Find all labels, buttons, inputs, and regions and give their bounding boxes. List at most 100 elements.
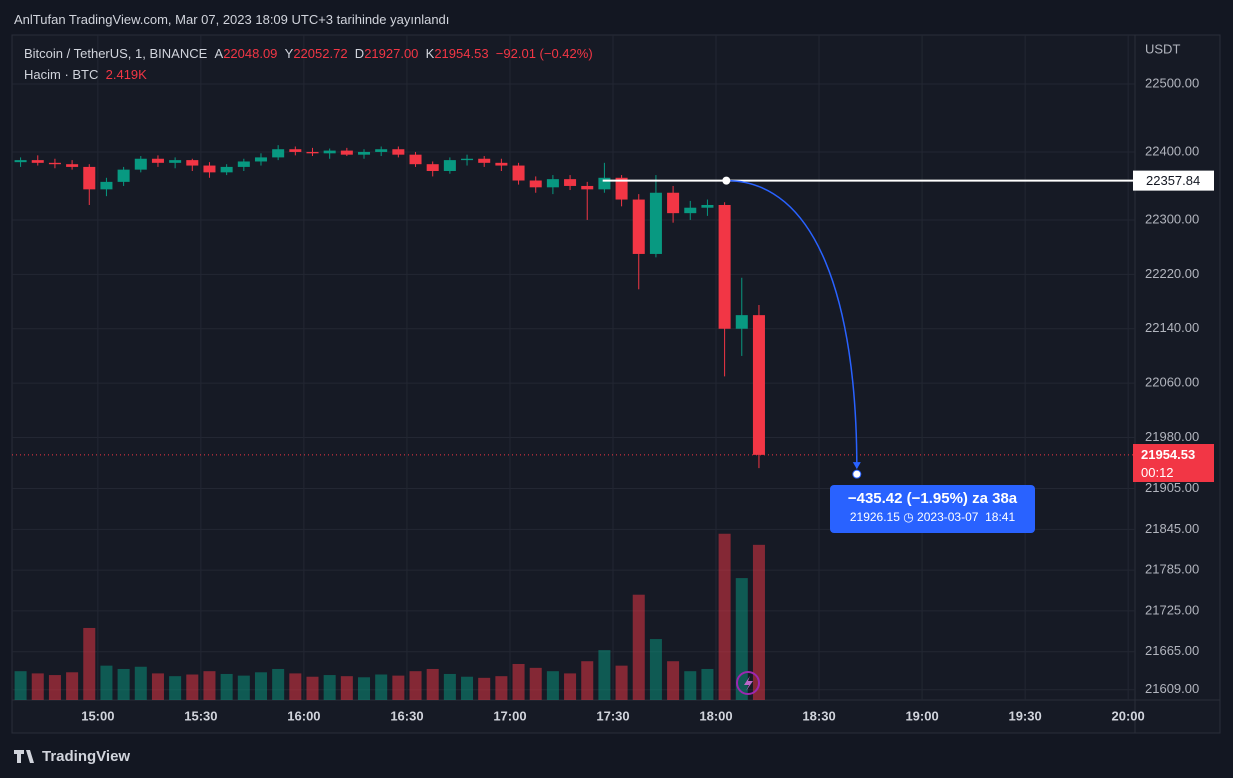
x-tick-label: 19:00 [905, 708, 938, 723]
candle-body [100, 181, 113, 190]
x-tick-label: 17:00 [493, 708, 526, 723]
y-tick-label: 22500.00 [1145, 75, 1199, 90]
volume-title: Hacim · BTC [24, 67, 99, 82]
volume-bar [48, 675, 61, 700]
alert-bolt [744, 676, 753, 691]
volume-bar [117, 668, 130, 700]
y-tick-label: 21665.00 [1145, 643, 1199, 658]
projection-end [852, 469, 862, 479]
volume-bar [358, 677, 371, 700]
volume-bar [598, 650, 611, 700]
last-price-label: 21954.53 [1141, 446, 1196, 462]
projection-date: 2023-03-07 [917, 510, 979, 524]
close: 21954.53 [434, 46, 489, 61]
volume-bar [632, 594, 645, 700]
candle-body [358, 151, 371, 155]
volume-bar [186, 674, 199, 700]
candle-body [495, 162, 508, 166]
candle-body [392, 149, 405, 155]
candle-body [718, 204, 731, 329]
candle-body [546, 179, 559, 188]
close-label: K [425, 46, 435, 61]
hline-label: 22357.84 [1146, 173, 1200, 188]
volume-bar [151, 673, 164, 700]
volume-bar [512, 663, 525, 700]
projection-start [722, 176, 731, 185]
volume-bar [375, 674, 388, 700]
volume-bar [409, 671, 422, 700]
x-tick-label: 19:30 [1008, 708, 1041, 723]
volume-bar [289, 673, 302, 700]
candle-body [461, 158, 474, 161]
candle-body [615, 177, 628, 200]
hline-label-bg [1133, 170, 1214, 191]
volume-bar [443, 673, 456, 700]
x-tick-label: 16:00 [287, 708, 320, 723]
candle-body [203, 165, 216, 173]
projection-curve [726, 179, 858, 469]
volume-bar [272, 668, 285, 700]
volume-bar [169, 676, 182, 700]
volume-bar [478, 677, 491, 700]
candle-body [529, 180, 542, 188]
candle-body [169, 160, 182, 163]
currency: USDT [1145, 41, 1180, 56]
marks [14, 145, 765, 700]
chart-frame [11, 34, 1221, 734]
low-label: D [354, 46, 365, 61]
projection-price: 21926.15 [849, 510, 900, 524]
grid: 22500.00 22400.00 22300.00 22220.00 22140.00… [12, 35, 1199, 723]
volume-bar [615, 665, 628, 700]
y-tick-label: 22060.00 [1145, 375, 1199, 390]
published: AnlTufan TradingView.com, Mar 07, 2023 1… [14, 12, 450, 27]
volume-bar [426, 668, 439, 700]
y-tick-label: 22400.00 [1145, 143, 1199, 158]
candle-body [237, 161, 250, 167]
candle-body [48, 162, 61, 165]
alert-icon[interactable] [736, 671, 760, 695]
candle-body [272, 149, 285, 158]
y-tick-label: 21905.00 [1145, 480, 1199, 495]
candle-body [220, 166, 233, 173]
candle-body [375, 149, 388, 152]
candle-body [306, 151, 319, 154]
y-tick-label: 21725.00 [1145, 602, 1199, 617]
brand: TradingView [14, 748, 130, 765]
volume-bar [581, 661, 594, 700]
volume-bar [718, 533, 731, 700]
volume-bar [203, 671, 216, 700]
volume-bar [752, 544, 765, 700]
volume-bar [495, 676, 508, 700]
candle-body [735, 315, 748, 329]
candle-body [14, 160, 27, 163]
projection-box: −435.42 (−1.95%) za 38a 21926.15 ◷ 2023-… [830, 485, 1035, 533]
volume-bar [323, 675, 336, 700]
candle-body [512, 165, 525, 181]
volume-bar [237, 675, 250, 700]
x-tick-label: 15:30 [184, 708, 217, 723]
projection-text: −435.42 (−1.95%) za 38a [847, 490, 1018, 507]
volume-bar [340, 676, 353, 700]
y-tick-label: 21609.00 [1145, 681, 1199, 696]
candle-body [426, 164, 439, 171]
open-label: A [214, 46, 224, 61]
candle-body [31, 160, 44, 163]
volume-bar [14, 671, 27, 700]
candle-body [409, 154, 422, 165]
y-tick-label: 22300.00 [1145, 211, 1199, 226]
candle-body [254, 157, 267, 162]
volume-bar [254, 672, 267, 700]
overlays: 22357.84 [12, 170, 1214, 479]
candle-body [684, 207, 697, 214]
x-tick-label: 16:30 [390, 708, 423, 723]
candle-body [134, 158, 147, 170]
candle-body [117, 169, 130, 182]
candle-body [632, 199, 645, 254]
x-tick-label: 15:00 [81, 708, 114, 723]
symbol: Bitcoin / TetherUS, 1, BINANCE [24, 46, 208, 61]
x-tick-label: 17:30 [596, 708, 629, 723]
candle-body [598, 177, 611, 190]
change: −92.01 (−0.42%) [495, 46, 593, 61]
y-tick-label: 21845.00 [1145, 521, 1199, 536]
candle-body [340, 150, 353, 155]
